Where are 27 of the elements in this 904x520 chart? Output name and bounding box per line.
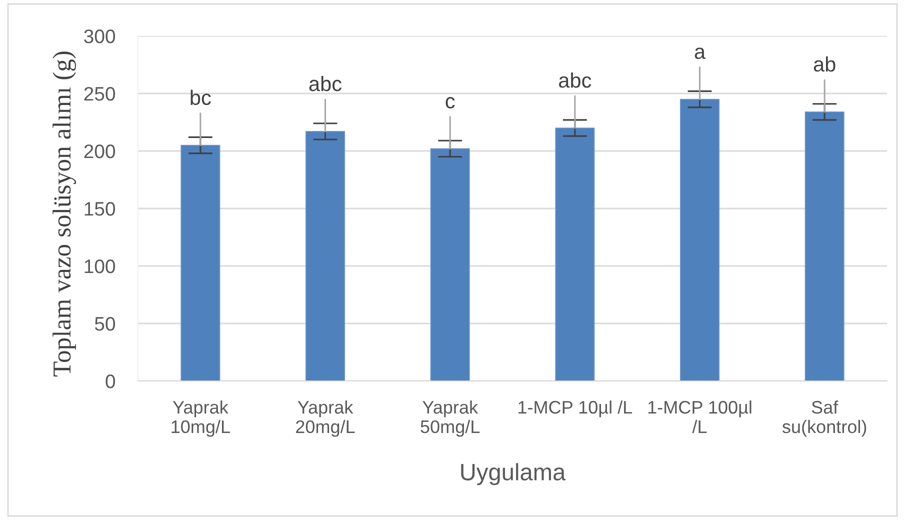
x-tick-label: 1-MCP 10µl /L	[518, 400, 632, 418]
annotation: a	[694, 48, 706, 60]
annotation: c	[446, 97, 455, 108]
x-tick-label: Yaprak 10mg/L	[172, 400, 230, 437]
annotation: abc	[309, 76, 342, 92]
bar	[804, 111, 844, 381]
x-tick-label: Yaprak 50mg/L	[420, 400, 480, 437]
annotation: ab	[814, 56, 836, 72]
y-tick-label: 0	[106, 374, 116, 388]
x-tick-label: 1-MCP 100µl /L	[648, 400, 752, 434]
bar	[180, 144, 220, 381]
bar	[305, 131, 346, 381]
x-axis-title: Uygulama	[461, 463, 566, 486]
x-tick-label: Yaprak 20mg/L	[296, 400, 355, 437]
y-tick-label: 50	[94, 316, 116, 331]
y-tick-label: 300	[84, 29, 116, 44]
bar	[555, 128, 595, 381]
annotation: abc	[559, 72, 592, 88]
x-tick-label: Saf su(kontrol)	[782, 400, 866, 437]
bar	[680, 98, 720, 381]
y-axis-title: Toplam vazo solüsyon alımı (g)	[52, 52, 76, 376]
annotation: bc	[190, 90, 211, 106]
y-tick-label: 100	[84, 259, 116, 274]
y-tick-label: 250	[84, 86, 116, 101]
bar	[430, 148, 470, 381]
y-tick-label: 200	[84, 144, 116, 158]
y-tick-label: 150	[84, 202, 116, 216]
